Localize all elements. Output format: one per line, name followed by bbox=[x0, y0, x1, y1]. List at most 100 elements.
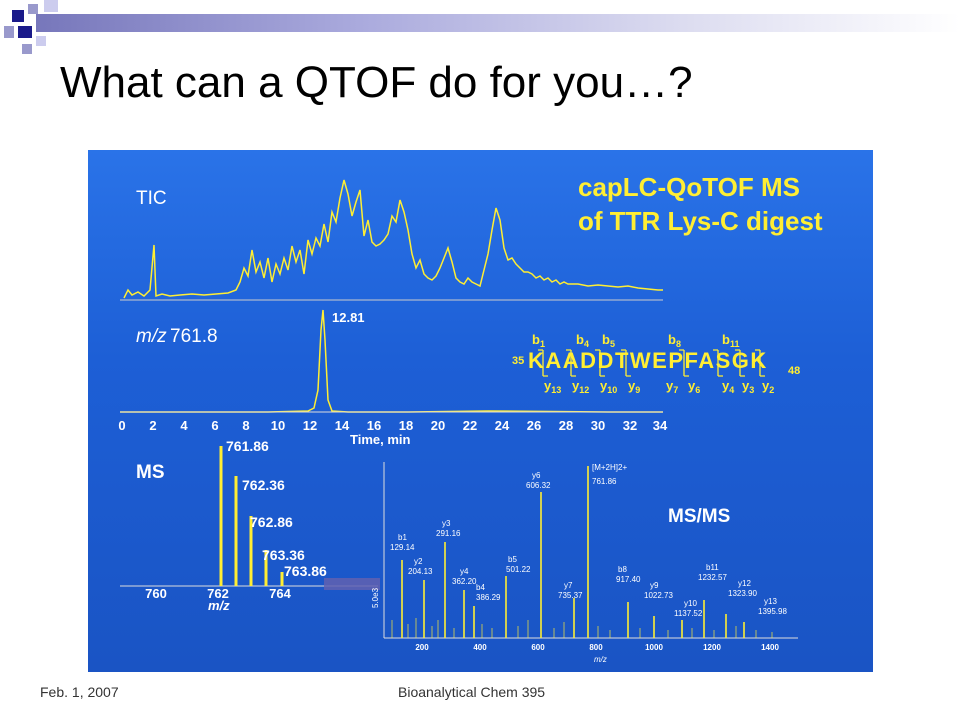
sequence-end-number: 48 bbox=[788, 365, 800, 377]
corner-square-light-2 bbox=[36, 36, 46, 46]
slide-title: What can a QTOF do for you…? bbox=[60, 58, 693, 107]
msms-annotation: 1137.52 bbox=[674, 609, 703, 618]
time-tick: 20 bbox=[431, 418, 445, 433]
msms-tick: 1200 bbox=[703, 643, 721, 652]
time-tick: 16 bbox=[367, 418, 381, 433]
y-ion-label: y3 bbox=[742, 378, 754, 395]
msms-annotation: 606.32 bbox=[526, 481, 551, 490]
msms-annotation: 1395.98 bbox=[758, 607, 787, 616]
time-ticks: 0 2 4 6 8 10 12 14 16 18 20 22 24 26 28 … bbox=[118, 418, 668, 433]
time-axis-label: Time, min bbox=[350, 432, 411, 447]
figure-svg: capLC-QoTOF MS of TTR Lys-C digest TIC m… bbox=[118, 172, 823, 664]
msms-tick: 200 bbox=[415, 643, 429, 652]
msms-annotation: y10 bbox=[684, 599, 697, 608]
ms-peak-label: 762.36 bbox=[242, 477, 285, 493]
msms-tick: 1400 bbox=[761, 643, 779, 652]
msms-annotation: 735.37 bbox=[558, 591, 583, 600]
time-tick: 8 bbox=[242, 418, 249, 433]
ms-tick: 760 bbox=[145, 586, 167, 601]
y-ion-label: y7 bbox=[666, 378, 678, 395]
msms-annotation: 362.20 bbox=[452, 577, 477, 586]
corner-square-navy bbox=[12, 10, 24, 22]
time-tick: 6 bbox=[211, 418, 218, 433]
corner-square-lavender-3 bbox=[22, 44, 32, 54]
tic-trace bbox=[123, 179, 663, 299]
b-ion-label: b1 bbox=[532, 332, 545, 349]
y-ion-label: y4 bbox=[722, 378, 734, 395]
sequence-start-number: 35 bbox=[512, 355, 524, 367]
msms-y-label: 5.0e3 bbox=[371, 587, 380, 608]
msms-annotation: 1232.57 bbox=[698, 573, 727, 582]
msms-annotation: 129.14 bbox=[390, 543, 415, 552]
y-ion-label: y9 bbox=[628, 378, 640, 395]
msms-tick: 400 bbox=[473, 643, 487, 652]
xic-label-italic: m/z bbox=[136, 326, 167, 347]
msms-annotation: y12 bbox=[738, 579, 751, 588]
cleavage-brackets bbox=[538, 349, 765, 377]
msms-annotation: b5 bbox=[508, 555, 517, 564]
ms-label: MS bbox=[136, 462, 165, 483]
msms-tick: 800 bbox=[589, 643, 603, 652]
msms-annotation: 291.16 bbox=[436, 529, 461, 538]
time-tick: 4 bbox=[180, 418, 188, 433]
xic-label-value: 761.8 bbox=[170, 326, 218, 347]
footer-date: Feb. 1, 2007 bbox=[40, 684, 119, 700]
corner-square-navy-2 bbox=[18, 26, 32, 38]
msms-annotation: 917.40 bbox=[616, 575, 641, 584]
time-tick: 24 bbox=[495, 418, 510, 433]
msms-annotation: y6 bbox=[532, 471, 541, 480]
msms-annotation: [M+2H]2+ bbox=[592, 463, 627, 472]
footer-course: Bioanalytical Chem 395 bbox=[398, 684, 546, 700]
corner-square-lavender bbox=[28, 4, 38, 14]
time-tick: 34 bbox=[653, 418, 668, 433]
msms-ticks: 200 400 600 800 1000 1200 1400 bbox=[415, 643, 779, 652]
y-ion-label: y12 bbox=[572, 378, 589, 395]
msms-annotation: b4 bbox=[476, 583, 485, 592]
msms-tick: 600 bbox=[531, 643, 545, 652]
peptide-sequence: 35 KAADDTWEPFASGK 48 b1 b4 b5 b8 b11 y13… bbox=[512, 332, 800, 395]
msms-annotation: y4 bbox=[460, 567, 469, 576]
ms-peak-label: 763.36 bbox=[262, 547, 305, 563]
title-gradient-bar bbox=[36, 14, 960, 32]
figure-headline-1: capLC-QoTOF MS bbox=[578, 172, 800, 202]
msms-annotation: y9 bbox=[650, 581, 659, 590]
time-tick: 10 bbox=[271, 418, 285, 433]
msms-annotation: y13 bbox=[764, 597, 777, 606]
y-ion-label: y13 bbox=[544, 378, 561, 395]
msms-annotation: b8 bbox=[618, 565, 627, 574]
xic-peak-label: 12.81 bbox=[332, 310, 365, 325]
b-ion-label: b5 bbox=[602, 332, 615, 349]
sequence-residues: KAADDTWEPFASGK bbox=[528, 348, 768, 373]
msms-annotation: y3 bbox=[442, 519, 451, 528]
b-ion-label: b8 bbox=[668, 332, 681, 349]
y-ion-label: y6 bbox=[688, 378, 700, 395]
msms-annotation: 1323.90 bbox=[728, 589, 757, 598]
time-tick: 22 bbox=[463, 418, 477, 433]
time-tick: 18 bbox=[399, 418, 413, 433]
ms-peak-label: 762.86 bbox=[250, 514, 293, 530]
corner-square-lavender-2 bbox=[4, 26, 14, 38]
time-tick: 0 bbox=[118, 418, 125, 433]
time-tick: 28 bbox=[559, 418, 573, 433]
time-tick: 26 bbox=[527, 418, 541, 433]
time-tick: 32 bbox=[623, 418, 637, 433]
msms-axis-label: m/z bbox=[594, 655, 607, 664]
tic-label: TIC bbox=[136, 188, 167, 209]
b-ion-label: b4 bbox=[576, 332, 589, 349]
msms-label: MS/MS bbox=[668, 506, 730, 527]
msms-annotations: y6 606.32 [M+2H]2+ 761.86 b1 129.14 y3 2… bbox=[390, 463, 787, 618]
msms-tick: 1000 bbox=[645, 643, 663, 652]
corner-square-light bbox=[44, 0, 58, 12]
msms-annotation: 761.86 bbox=[592, 477, 617, 486]
time-tick: 2 bbox=[149, 418, 156, 433]
msms-annotation: y7 bbox=[564, 581, 573, 590]
ms-ticks: 760 762 764 bbox=[145, 586, 291, 601]
y-ion-label: y10 bbox=[600, 378, 617, 395]
ms-tick: 762 bbox=[207, 586, 229, 601]
ms-peak-labels: 761.86 762.36 762.86 763.36 763.86 bbox=[226, 438, 327, 579]
msms-annotation: y2 bbox=[414, 557, 423, 566]
y-ion-label: y2 bbox=[762, 378, 774, 395]
b-ion-label: b11 bbox=[722, 332, 739, 349]
ms-tick: 764 bbox=[269, 586, 291, 601]
msms-annotation: b1 bbox=[398, 533, 407, 542]
